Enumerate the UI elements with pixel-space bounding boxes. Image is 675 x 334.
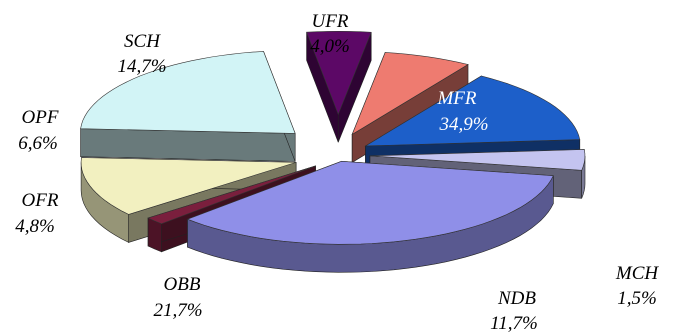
slice-value-mfr: 34,9%	[438, 114, 488, 135]
pie-slice-mfr	[186, 160, 554, 273]
slice-label-ofr: OFR	[22, 190, 59, 211]
slice-value-ofr: 4,8%	[15, 216, 55, 237]
pie-labels: MFR 34,9% MCH 1,5% NDB 11,7% OBB 21,7% OFR 4,8% OP…	[15, 11, 659, 334]
slice-value-opf: 6,6%	[18, 133, 58, 154]
slice-value-sch: 14,7%	[117, 56, 166, 77]
slice-label-sch: SCH	[124, 31, 161, 52]
slice-label-ndb: NDB	[497, 288, 536, 309]
slice-value-ndb: 11,7%	[490, 313, 538, 334]
pie-slice-ofr	[306, 30, 372, 143]
slice-label-mfr: MFR	[436, 88, 476, 109]
pie-slice-obb	[80, 51, 296, 162]
slice-label-ufr: UFR	[312, 11, 349, 32]
slice-label-mch: MCH	[615, 263, 660, 284]
slice-value-obb: 21,7%	[153, 300, 202, 321]
pie-slices	[80, 30, 586, 273]
slice-value-mch: 1,5%	[617, 288, 657, 309]
slice-label-obb: OBB	[164, 274, 201, 295]
slice-label-opf: OPF	[22, 107, 59, 128]
slice-value-ufr: 4,0%	[310, 36, 350, 57]
